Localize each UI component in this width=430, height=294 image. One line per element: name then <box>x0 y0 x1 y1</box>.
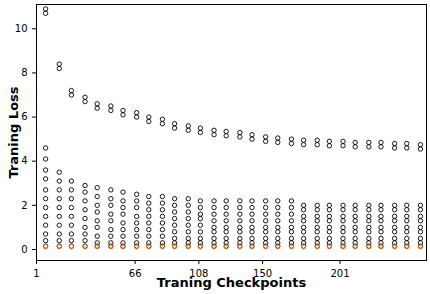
svg-text:66: 66 <box>129 268 142 279</box>
svg-text:6: 6 <box>21 111 27 122</box>
svg-text:1: 1 <box>33 268 39 279</box>
svg-text:2: 2 <box>21 200 27 211</box>
svg-text:0: 0 <box>21 244 27 255</box>
svg-text:108: 108 <box>189 267 209 279</box>
svg-text:10: 10 <box>15 23 28 34</box>
svg-text:Traning Checkpoints: Traning Checkpoints <box>157 275 307 290</box>
svg-text:4: 4 <box>21 155 27 166</box>
svg-text:8: 8 <box>21 67 27 78</box>
svg-text:150: 150 <box>253 267 273 279</box>
svg-text:201: 201 <box>330 268 349 279</box>
svg-text:Traning Loss: Traning Loss <box>6 86 21 178</box>
